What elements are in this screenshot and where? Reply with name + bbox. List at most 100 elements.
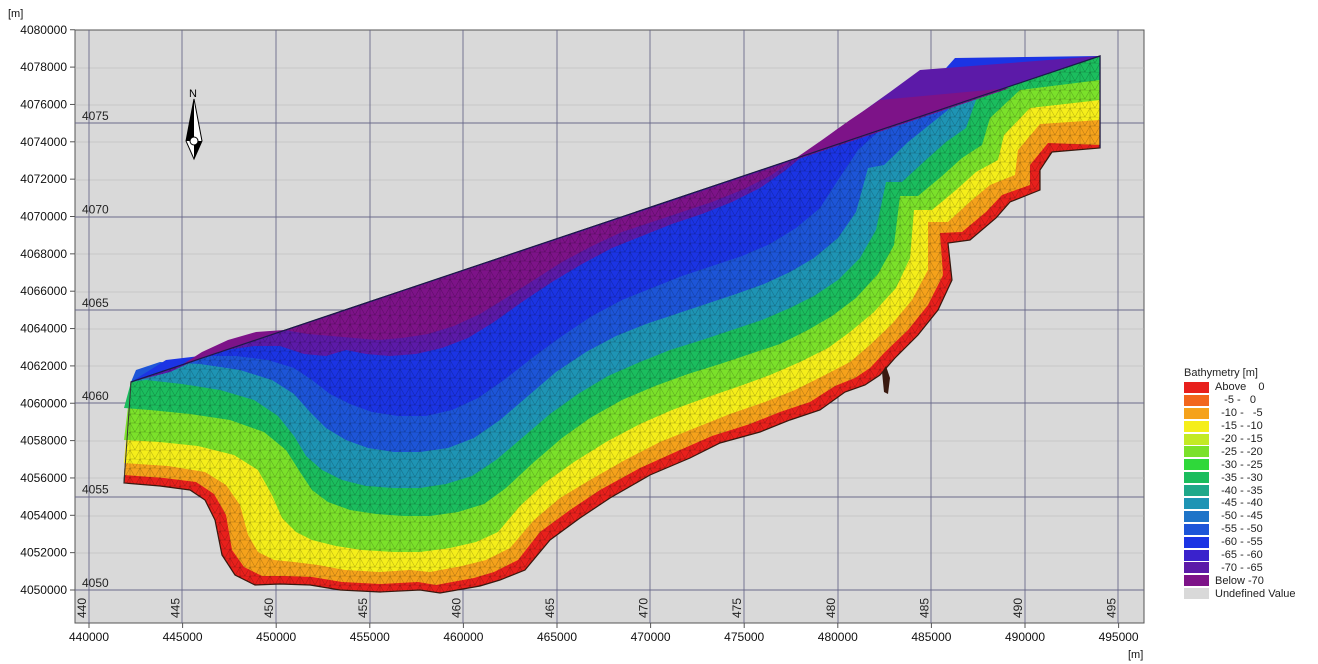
y-tick-label: 4070000 (20, 210, 67, 224)
legend-item: Undefined Value (1184, 587, 1296, 600)
grid-x-label: 485 (917, 598, 931, 618)
grid-y-label: 4060 (82, 389, 109, 403)
legend-swatch (1184, 420, 1209, 432)
x-tick-label: 470000 (631, 630, 671, 644)
x-axis-unit: [m] (1128, 649, 1143, 661)
legend-item: -70 - -65 (1184, 561, 1296, 574)
legend-item: Below -70 (1184, 574, 1296, 587)
legend-title: Bathymetry [m] (1184, 367, 1258, 379)
legend-label: -50 - -45 (1215, 510, 1263, 523)
y-tick-label: 4068000 (20, 247, 67, 261)
y-tick-label: 4080000 (20, 23, 67, 37)
grid-y-label: 4065 (82, 296, 109, 310)
open-boundary-north (130, 55, 1101, 383)
x-tick-label: 495000 (1099, 630, 1139, 644)
legend-swatch (1184, 497, 1209, 509)
legend-swatch (1184, 562, 1209, 574)
y-tick-label: 4060000 (20, 396, 67, 410)
legend-item: -15 - -10 (1184, 420, 1296, 433)
x-tick-label: 445000 (163, 630, 203, 644)
x-tick-label: 475000 (724, 630, 764, 644)
legend-item: -55 - -50 (1184, 523, 1296, 536)
legend-swatch (1184, 381, 1209, 393)
bathymetry-surface (123, 55, 1101, 594)
legend-swatch (1184, 433, 1209, 445)
open-boundary-west (123, 381, 132, 484)
grid-y-label: 4050 (82, 576, 109, 590)
legend-item: -50 - -45 (1184, 510, 1296, 523)
grid-y-label: 4055 (82, 483, 109, 497)
y-tick-label: 4052000 (20, 546, 67, 560)
grid-x-label: 495 (1105, 598, 1119, 618)
legend-label: Above 0 (1215, 381, 1265, 394)
legend-item: -60 - -55 (1184, 536, 1296, 549)
legend-label: -5 - 0 (1215, 394, 1256, 407)
bathymetry-legend: Bathymetry [m] Above 0 -5 - 0 -10 - -5 -… (1184, 367, 1296, 600)
legend-swatch (1184, 536, 1209, 548)
river-mouth (882, 366, 890, 394)
y-tick-label: 4056000 (20, 471, 67, 485)
legend-label: -25 - -20 (1215, 445, 1263, 458)
legend-item: -20 - -15 (1184, 433, 1296, 446)
y-axis-unit: [m] (8, 8, 23, 20)
grid-x-label: 465 (543, 598, 557, 618)
legend-swatch (1184, 485, 1209, 497)
legend-item: -40 - -35 (1184, 484, 1296, 497)
x-tick-label: 440000 (69, 630, 109, 644)
legend-item: -35 - -30 (1184, 471, 1296, 484)
x-tick-label: 450000 (256, 630, 296, 644)
legend-swatch (1184, 407, 1209, 419)
axis-ticks: 440000 445000 450000 455000 460000 465000 4700… (20, 23, 1139, 644)
north-label: N (189, 88, 197, 100)
x-tick-label: 455000 (350, 630, 390, 644)
legend-label: -10 - -5 (1215, 407, 1263, 420)
grid-x-label: 450 (262, 598, 276, 618)
grid-x-label: 455 (356, 598, 370, 618)
grid-x-label: 445 (169, 598, 183, 618)
legend-swatch (1184, 549, 1209, 561)
legend-swatch (1184, 394, 1209, 406)
legend-swatch (1184, 510, 1209, 522)
legend-swatch (1184, 588, 1209, 600)
y-tick-label: 4050000 (20, 583, 67, 597)
legend-label: -35 - -30 (1215, 471, 1263, 484)
legend-swatch (1184, 523, 1209, 535)
y-tick-label: 4076000 (20, 97, 67, 111)
legend-item: -5 - 0 (1184, 394, 1296, 407)
north-arrow-icon: N (185, 88, 203, 161)
legend-swatch (1184, 446, 1209, 458)
y-tick-label: 4054000 (20, 508, 67, 522)
x-tick-label: 485000 (911, 630, 951, 644)
legend-label: -60 - -55 (1215, 536, 1263, 549)
y-tick-label: 4074000 (20, 135, 67, 149)
x-tick-label: 490000 (1005, 630, 1045, 644)
x-tick-label: 480000 (818, 630, 858, 644)
legend-item: -10 - -5 (1184, 407, 1296, 420)
y-tick-label: 4062000 (20, 359, 67, 373)
grid-x-label: 440 (75, 598, 89, 618)
legend-label: -55 - -50 (1215, 523, 1263, 536)
legend-label: -45 - -40 (1215, 497, 1263, 510)
legend-item: Above 0 (1184, 381, 1296, 394)
legend-item: -25 - -20 (1184, 445, 1296, 458)
legend-swatch (1184, 459, 1209, 471)
legend-item: -45 - -40 (1184, 497, 1296, 510)
mesh-overlay (124, 56, 1100, 593)
y-tick-label: 4066000 (20, 284, 67, 298)
legend-item: -30 - -25 (1184, 458, 1296, 471)
legend-swatch (1184, 472, 1209, 484)
grid-x-label: 490 (1011, 598, 1025, 618)
legend-label: Undefined Value (1215, 587, 1296, 600)
grid-x-label: 480 (824, 598, 838, 618)
legend-label: -15 - -10 (1215, 420, 1263, 433)
legend-swatch (1184, 575, 1209, 587)
grid-x-label: 460 (449, 598, 463, 618)
legend-item: -65 - -60 (1184, 549, 1296, 562)
y-tick-label: 4058000 (20, 434, 67, 448)
grid-x-label: 475 (730, 598, 744, 618)
y-tick-label: 4078000 (20, 60, 67, 74)
legend-label: -30 - -25 (1215, 458, 1263, 471)
legend-label: -40 - -35 (1215, 484, 1263, 497)
x-tick-label: 460000 (443, 630, 483, 644)
